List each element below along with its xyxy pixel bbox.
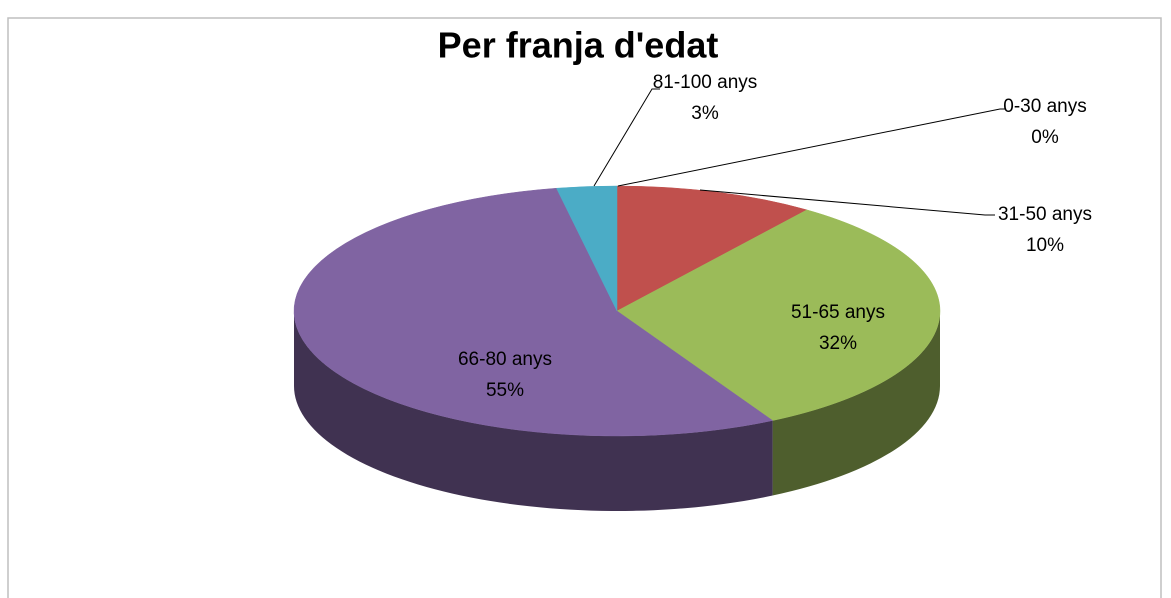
slice xyxy=(293,187,774,437)
category-label: 31-50 anys xyxy=(998,204,1092,225)
pie-sides xyxy=(294,311,940,512)
category-label: 81-100 anys xyxy=(653,72,758,93)
leader-line xyxy=(617,108,1005,187)
category-label: 0-30 anys xyxy=(1003,96,1086,117)
data-labels: 0-30 anys 0% 31-50 anys 10% 51-65 anys 32% 66-… xyxy=(458,72,1092,401)
leader-line xyxy=(593,88,660,187)
category-label: 66-80 anys xyxy=(458,349,552,370)
value-label: 3% xyxy=(691,103,719,124)
slice xyxy=(556,185,618,312)
slice xyxy=(616,185,808,312)
value-label: 32% xyxy=(819,333,857,354)
slice xyxy=(616,209,941,421)
value-label: 0% xyxy=(1031,127,1059,148)
slice-side xyxy=(294,311,773,512)
chart-title: Per franja d'edat xyxy=(438,25,719,66)
value-label: 10% xyxy=(1026,235,1064,256)
category-label: 51-65 anys xyxy=(791,302,885,323)
slice-side xyxy=(772,311,940,496)
pie-tops xyxy=(293,185,941,437)
leader-line xyxy=(699,189,995,216)
value-label: 55% xyxy=(486,380,524,401)
